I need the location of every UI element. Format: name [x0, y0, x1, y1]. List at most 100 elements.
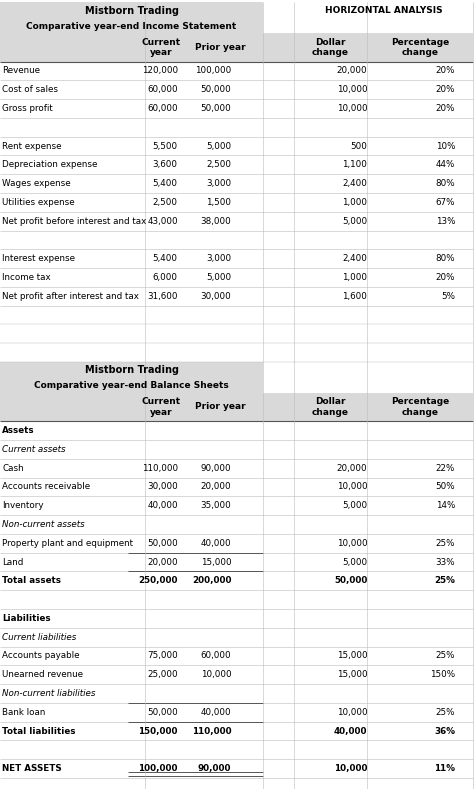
Text: 40,000: 40,000: [147, 501, 178, 510]
Text: 50%: 50%: [436, 482, 455, 492]
Text: 1,000: 1,000: [342, 273, 367, 282]
Text: 6,000: 6,000: [153, 273, 178, 282]
Text: 36%: 36%: [434, 727, 455, 735]
Text: 3,000: 3,000: [206, 179, 231, 188]
Text: Cost of sales: Cost of sales: [2, 85, 58, 94]
Text: 30,000: 30,000: [147, 482, 178, 492]
Text: Non-current assets: Non-current assets: [2, 520, 85, 529]
Bar: [0, 2, 263, 33]
Text: 110,000: 110,000: [191, 727, 231, 735]
Text: 150,000: 150,000: [138, 727, 178, 735]
Text: Comparative year-end Income Statement: Comparative year-end Income Statement: [27, 22, 237, 31]
Text: Accounts receivable: Accounts receivable: [2, 482, 91, 492]
Text: Property plant and equipment: Property plant and equipment: [2, 539, 133, 548]
Text: 20,000: 20,000: [201, 482, 231, 492]
Text: 25,000: 25,000: [147, 670, 178, 679]
Text: 1,000: 1,000: [342, 198, 367, 207]
Text: 50,000: 50,000: [147, 539, 178, 548]
Text: Prior year: Prior year: [195, 402, 246, 412]
Text: 13%: 13%: [436, 217, 455, 226]
Text: 40,000: 40,000: [201, 708, 231, 716]
Text: 5,000: 5,000: [342, 217, 367, 226]
Text: Mistborn Trading: Mistborn Trading: [84, 365, 179, 376]
Text: 80%: 80%: [436, 179, 455, 188]
Text: 50,000: 50,000: [201, 104, 231, 113]
Text: 10,000: 10,000: [337, 104, 367, 113]
Text: 5,400: 5,400: [153, 179, 178, 188]
Text: Non-current liabilities: Non-current liabilities: [2, 689, 96, 698]
Text: Income tax: Income tax: [2, 273, 51, 282]
Bar: [0, 393, 473, 421]
Text: Dollar
change: Dollar change: [312, 398, 349, 417]
Text: 5,000: 5,000: [342, 558, 367, 567]
Text: 20,000: 20,000: [337, 464, 367, 473]
Text: 80%: 80%: [436, 254, 455, 264]
Text: 200,000: 200,000: [192, 576, 231, 585]
Bar: [0, 33, 473, 62]
Text: NET ASSETS: NET ASSETS: [2, 764, 62, 773]
Text: 10,000: 10,000: [337, 85, 367, 94]
Text: Percentage
change: Percentage change: [391, 398, 449, 417]
Text: Net profit after interest and tax: Net profit after interest and tax: [2, 292, 139, 301]
Bar: [0, 362, 263, 393]
Text: 14%: 14%: [436, 501, 455, 510]
Text: 43,000: 43,000: [147, 217, 178, 226]
Text: 3,600: 3,600: [153, 160, 178, 170]
Text: 90,000: 90,000: [201, 464, 231, 473]
Text: Depreciation expense: Depreciation expense: [2, 160, 98, 170]
Text: 20%: 20%: [436, 104, 455, 113]
Text: 15,000: 15,000: [337, 670, 367, 679]
Text: 5,000: 5,000: [206, 141, 231, 151]
Text: 10,000: 10,000: [337, 708, 367, 716]
Text: 20%: 20%: [436, 66, 455, 76]
Text: Net profit before interest and tax: Net profit before interest and tax: [2, 217, 146, 226]
Text: 5,000: 5,000: [342, 501, 367, 510]
Text: 2,400: 2,400: [343, 254, 367, 264]
Text: 38,000: 38,000: [201, 217, 231, 226]
Text: Bank loan: Bank loan: [2, 708, 46, 716]
Text: Current assets: Current assets: [2, 445, 66, 454]
Text: 2,500: 2,500: [206, 160, 231, 170]
Text: Total assets: Total assets: [2, 576, 61, 585]
Text: Accounts payable: Accounts payable: [2, 652, 80, 660]
Text: 1,600: 1,600: [343, 292, 367, 301]
Text: 11%: 11%: [434, 764, 455, 773]
Text: 2,500: 2,500: [153, 198, 178, 207]
Text: Rent expense: Rent expense: [2, 141, 62, 151]
Text: 40,000: 40,000: [334, 727, 367, 735]
Text: Current
year: Current year: [142, 38, 181, 57]
Text: 50,000: 50,000: [334, 576, 367, 585]
Text: 35,000: 35,000: [201, 501, 231, 510]
Text: 250,000: 250,000: [138, 576, 178, 585]
Text: 100,000: 100,000: [138, 764, 178, 773]
Text: 60,000: 60,000: [147, 85, 178, 94]
Text: 150%: 150%: [430, 670, 455, 679]
Text: Cash: Cash: [2, 464, 24, 473]
Text: 5,400: 5,400: [153, 254, 178, 264]
Text: Land: Land: [2, 558, 24, 567]
Text: 3,000: 3,000: [206, 254, 231, 264]
Text: 10%: 10%: [436, 141, 455, 151]
Text: 25%: 25%: [436, 652, 455, 660]
Text: 10,000: 10,000: [201, 670, 231, 679]
Text: 1,100: 1,100: [343, 160, 367, 170]
Text: 10,000: 10,000: [337, 482, 367, 492]
Text: 20,000: 20,000: [147, 558, 178, 567]
Text: Gross profit: Gross profit: [2, 104, 53, 113]
Text: 31,600: 31,600: [147, 292, 178, 301]
Text: 50,000: 50,000: [147, 708, 178, 716]
Text: 5,500: 5,500: [153, 141, 178, 151]
Text: 5,000: 5,000: [206, 273, 231, 282]
Text: HORIZONTAL ANALYSIS: HORIZONTAL ANALYSIS: [325, 6, 442, 15]
Text: 90,000: 90,000: [198, 764, 231, 773]
Text: Dollar
change: Dollar change: [312, 38, 349, 57]
Text: 30,000: 30,000: [201, 292, 231, 301]
Text: 40,000: 40,000: [201, 539, 231, 548]
Text: 33%: 33%: [436, 558, 455, 567]
Text: Inventory: Inventory: [2, 501, 44, 510]
Text: 10,000: 10,000: [337, 539, 367, 548]
Text: 10,000: 10,000: [334, 764, 367, 773]
Text: 25%: 25%: [434, 576, 455, 585]
Text: 15,000: 15,000: [337, 652, 367, 660]
Text: 75,000: 75,000: [147, 652, 178, 660]
